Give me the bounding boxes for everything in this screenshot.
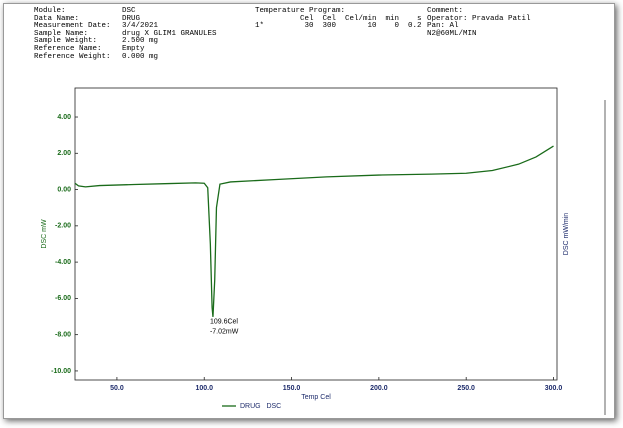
y-tick-label: -6.00 (55, 295, 71, 302)
comment-line: N2@60ML/MIN (427, 29, 477, 38)
y-tick-label: 4.00 (57, 114, 71, 121)
header-value: 3/4/2021 (122, 22, 159, 31)
y-tick-label: -4.00 (55, 259, 71, 266)
header-value: DSC (122, 7, 136, 15)
window-frame (3, 3, 615, 419)
header-value: 2.500 mg (122, 37, 159, 46)
temperature-program-row: 1* 30 300 10 0 0.2 (255, 22, 422, 31)
x-tick-label: 300.0 (545, 385, 563, 392)
temperature-program-columns: Cel Cel Cel/min min s (255, 14, 422, 23)
y-tick-label: 0.00 (57, 186, 71, 193)
x-axis-title: Temp Cel (301, 394, 331, 401)
y-axis-title: DSC mW (41, 219, 48, 249)
header-value: Empty (122, 44, 145, 53)
y-tick-label: -2.00 (55, 223, 71, 230)
header-key: Data Name: (34, 14, 80, 23)
x-tick-label: 250.0 (457, 385, 475, 392)
x-tick-label: 150.0 (283, 385, 301, 392)
header-value: 0.000 mg (122, 52, 159, 61)
header-value: DRUG (122, 14, 141, 23)
comment-line: Operator: Pravada Patil (427, 14, 531, 23)
header-value: drug X GLIM1 GRANULES (122, 29, 217, 38)
header-key: Sample Name: (34, 29, 89, 38)
temperature-program-title: Temperature Program: (255, 7, 346, 15)
comment-line: Comment: (427, 7, 464, 15)
comment-line: Pan: Al (427, 22, 459, 31)
y-tick-label: -10.00 (51, 368, 71, 375)
peak-annotation: 109.6Cel (210, 319, 238, 326)
data-line (74, 145, 554, 317)
header-values: DSC DRUG 3/4/2021 drug X GLIM1 GRANULES 2.50… (122, 7, 242, 61)
legend-label: DRUG DSC (240, 403, 281, 410)
x-tick-label: 100.0 (195, 385, 213, 392)
y2-axis-title: DSC mW/min (563, 213, 570, 255)
comment-lines: Comment: Operator: Pravada Patil Pan: Al N2… (427, 7, 531, 38)
header-key: Module: (34, 7, 66, 15)
plot-frame (74, 87, 558, 381)
peak-annotation: -7.02mW (210, 329, 239, 336)
x-tick-label: 50.0 (110, 385, 124, 392)
y-tick-label: 2.00 (57, 150, 71, 157)
header-key: Reference Name: (34, 44, 102, 53)
x-tick-label: 200.0 (370, 385, 388, 392)
header-key: Sample Weight: (34, 37, 98, 46)
y-tick-label: -8.00 (55, 332, 71, 339)
